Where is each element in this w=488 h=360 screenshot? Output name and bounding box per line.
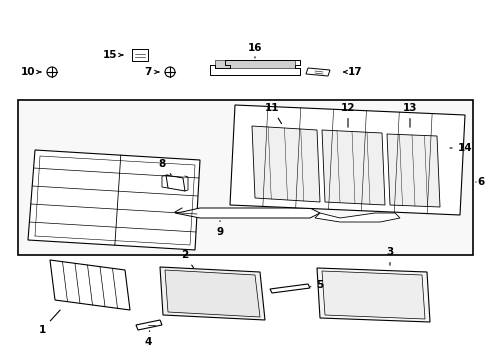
Circle shape <box>164 67 175 77</box>
Text: 7: 7 <box>144 67 151 77</box>
Text: 1: 1 <box>38 310 60 335</box>
Polygon shape <box>386 134 439 207</box>
Polygon shape <box>28 150 200 250</box>
Text: 5: 5 <box>310 280 323 290</box>
Polygon shape <box>175 208 319 218</box>
Polygon shape <box>269 284 309 293</box>
Polygon shape <box>160 267 264 320</box>
Polygon shape <box>321 271 424 319</box>
Bar <box>18 100 472 255</box>
Text: 14: 14 <box>449 143 471 153</box>
Polygon shape <box>50 260 130 310</box>
Text: 10: 10 <box>20 67 35 77</box>
Polygon shape <box>164 270 260 317</box>
Circle shape <box>47 67 57 77</box>
Text: 12: 12 <box>340 103 354 127</box>
Polygon shape <box>136 320 162 330</box>
Text: 17: 17 <box>347 67 362 77</box>
Text: 15: 15 <box>102 50 117 60</box>
Text: 6: 6 <box>476 177 484 187</box>
Polygon shape <box>316 268 429 322</box>
Text: 16: 16 <box>247 43 262 53</box>
Text: 9: 9 <box>216 221 223 237</box>
Polygon shape <box>321 130 384 205</box>
Polygon shape <box>314 213 399 222</box>
Polygon shape <box>215 60 294 68</box>
Text: 2: 2 <box>181 250 193 268</box>
Polygon shape <box>251 126 319 202</box>
Text: 11: 11 <box>264 103 281 123</box>
Polygon shape <box>229 105 464 215</box>
Text: 8: 8 <box>158 159 171 175</box>
Polygon shape <box>165 175 184 191</box>
Polygon shape <box>305 68 329 76</box>
Text: 4: 4 <box>144 331 151 347</box>
Text: 13: 13 <box>402 103 416 127</box>
Text: 3: 3 <box>386 247 393 265</box>
